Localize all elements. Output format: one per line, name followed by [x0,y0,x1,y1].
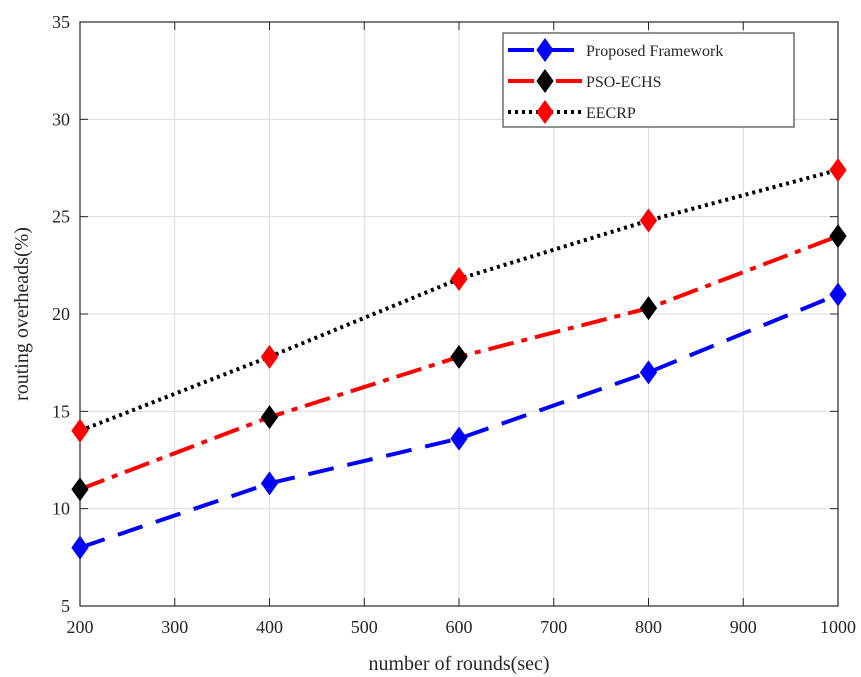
y-axis-label: routing overheads(%) [11,227,33,401]
data-point [829,282,847,307]
legend-marker [536,38,554,62]
x-tick-label: 1000 [820,617,856,637]
data-point [450,266,468,291]
data-point [829,157,847,182]
y-tick-label: 20 [52,304,70,324]
legend-label: Proposed Framework [586,43,723,60]
data-point [450,344,468,369]
x-tick-label: 300 [161,617,188,637]
legend-label: EECRP [586,105,636,122]
axis-ticks: 200 300 400 500 600 700 800 900 1000 5 10 15 20 25 30 3… [52,12,856,637]
data-point [450,426,468,451]
data-point [71,535,89,560]
legend-marker [536,69,554,93]
y-tick-label: 15 [52,401,70,421]
x-tick-label: 200 [67,617,94,637]
data-point [639,360,658,385]
x-tick-label: 400 [256,617,283,637]
data-point [639,208,658,233]
series-2 [71,224,847,502]
data-point [260,344,279,369]
legend-label: PSO-ECHS [586,74,662,91]
data-point [260,405,279,430]
series [71,157,847,560]
series-1 [71,282,847,560]
series-line [79,292,839,550]
x-tick-label: 900 [730,617,757,637]
y-tick-label: 30 [52,109,70,129]
x-axis-label: number of rounds(sec) [368,653,549,675]
data-point [260,471,279,496]
legend: Proposed Framework PSO-ECHS EECRP [502,32,795,128]
legend-marker [536,100,554,124]
data-point [71,477,89,502]
data-point [639,296,658,321]
data-point [71,418,89,443]
y-tick-label: 5 [61,596,70,616]
x-tick-label: 600 [446,617,473,637]
x-tick-label: 700 [540,617,567,637]
x-tick-label: 800 [635,617,662,637]
y-tick-label: 35 [52,12,70,32]
x-tick-label: 500 [351,617,378,637]
data-point [829,224,847,249]
y-tick-label: 10 [52,499,70,519]
series-3 [71,157,847,443]
y-tick-label: 25 [52,207,70,227]
